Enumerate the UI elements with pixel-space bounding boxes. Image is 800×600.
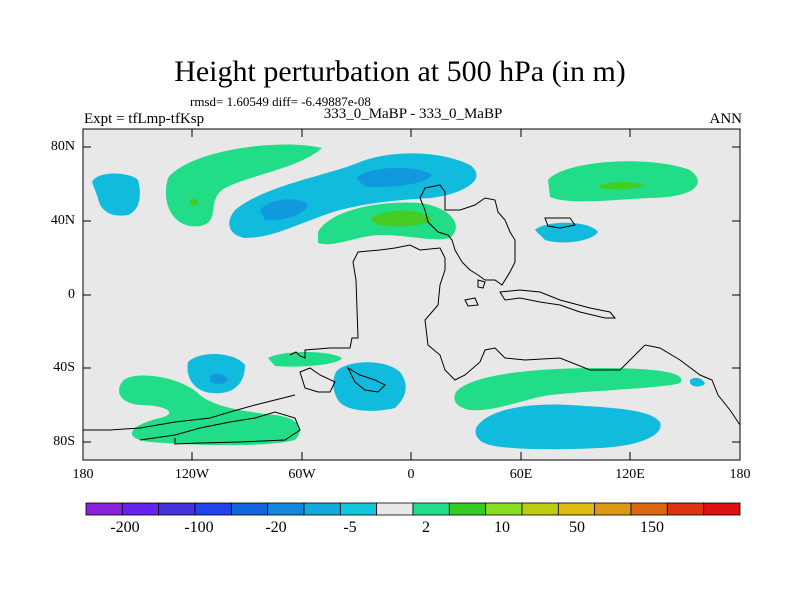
colorbar-swatch <box>85 502 123 516</box>
colorbar <box>85 502 741 516</box>
season-label: ANN <box>709 111 743 127</box>
lon-tick-label: 60E <box>509 467 533 482</box>
colorbar-swatch <box>630 502 668 516</box>
lon-tick-label: 120W <box>174 467 210 482</box>
contour-positive <box>268 352 342 367</box>
colorbar-swatch <box>121 502 160 516</box>
lon-tick-label: 180 <box>729 467 751 482</box>
contour-positive <box>165 144 322 227</box>
lon-tick-label: 0 <box>407 467 415 482</box>
contour-positive <box>548 161 698 202</box>
contour-negative-core <box>210 373 228 384</box>
colorbar-swatch <box>594 502 632 516</box>
lat-tick-label: 80S <box>53 434 75 449</box>
contour-positive <box>119 375 300 446</box>
lat-tick-label: 40N <box>50 213 75 228</box>
colorbar-label: -5 <box>343 519 357 536</box>
lat-tick-label: 0 <box>68 287 75 302</box>
colorbar-label: -20 <box>265 519 287 536</box>
contour-negative <box>690 377 705 387</box>
colorbar-label: -200 <box>110 519 140 536</box>
lat-tick-label: 40S <box>53 360 75 375</box>
colorbar-swatch <box>666 502 705 516</box>
lon-tick-label: 60W <box>288 467 316 482</box>
colorbar-swatch <box>303 502 341 516</box>
colorbar-swatch <box>703 502 741 516</box>
colorbar-swatch <box>339 502 378 516</box>
axis-ticks <box>83 129 740 460</box>
contour-negative <box>187 354 245 394</box>
colorbar-label: 2 <box>422 519 430 536</box>
contour-negative <box>333 362 406 411</box>
contour-fills <box>92 144 705 450</box>
colorbar-label: 50 <box>569 519 585 536</box>
colorbar-swatch <box>448 502 487 516</box>
experiment-label: Expt = tfLmp-tfKsp <box>84 111 205 127</box>
contour-positive-core <box>370 210 432 227</box>
coastlines <box>83 184 741 445</box>
contour-positive-core <box>600 182 645 190</box>
stats-text: rmsd= 1.60549 diff= -6.49887e-08 <box>190 94 371 109</box>
colorbar-label: -100 <box>184 519 214 536</box>
lon-tick-label: 120E <box>615 467 645 482</box>
colorbar-swatch <box>267 502 305 516</box>
case-names: 333_0_MaBP - 333_0_MaBP <box>323 106 503 122</box>
contour-negative-core <box>260 199 308 221</box>
contour-negative <box>92 173 140 216</box>
colorbar-swatch <box>376 502 414 516</box>
contour-positive <box>454 368 682 411</box>
lat-tick-label: 80N <box>50 139 75 154</box>
colorbar-swatch <box>485 502 523 516</box>
colorbar-label: 10 <box>494 519 510 536</box>
contour-negative <box>475 404 661 450</box>
colorbar-swatch <box>158 502 196 516</box>
map-title: Height perturbation at 500 hPa (in m) <box>174 55 626 88</box>
colorbar-swatch <box>521 502 559 516</box>
colorbar-swatch <box>194 502 232 516</box>
colorbar-swatch <box>412 502 450 516</box>
colorbar-label: 150 <box>640 519 664 536</box>
contour-positive-core <box>189 198 198 206</box>
lon-tick-label: 180 <box>72 467 94 482</box>
colorbar-swatch <box>230 502 269 516</box>
contour-negative-core <box>356 167 432 188</box>
colorbar-swatch <box>557 502 596 516</box>
contour-negative <box>535 222 598 243</box>
